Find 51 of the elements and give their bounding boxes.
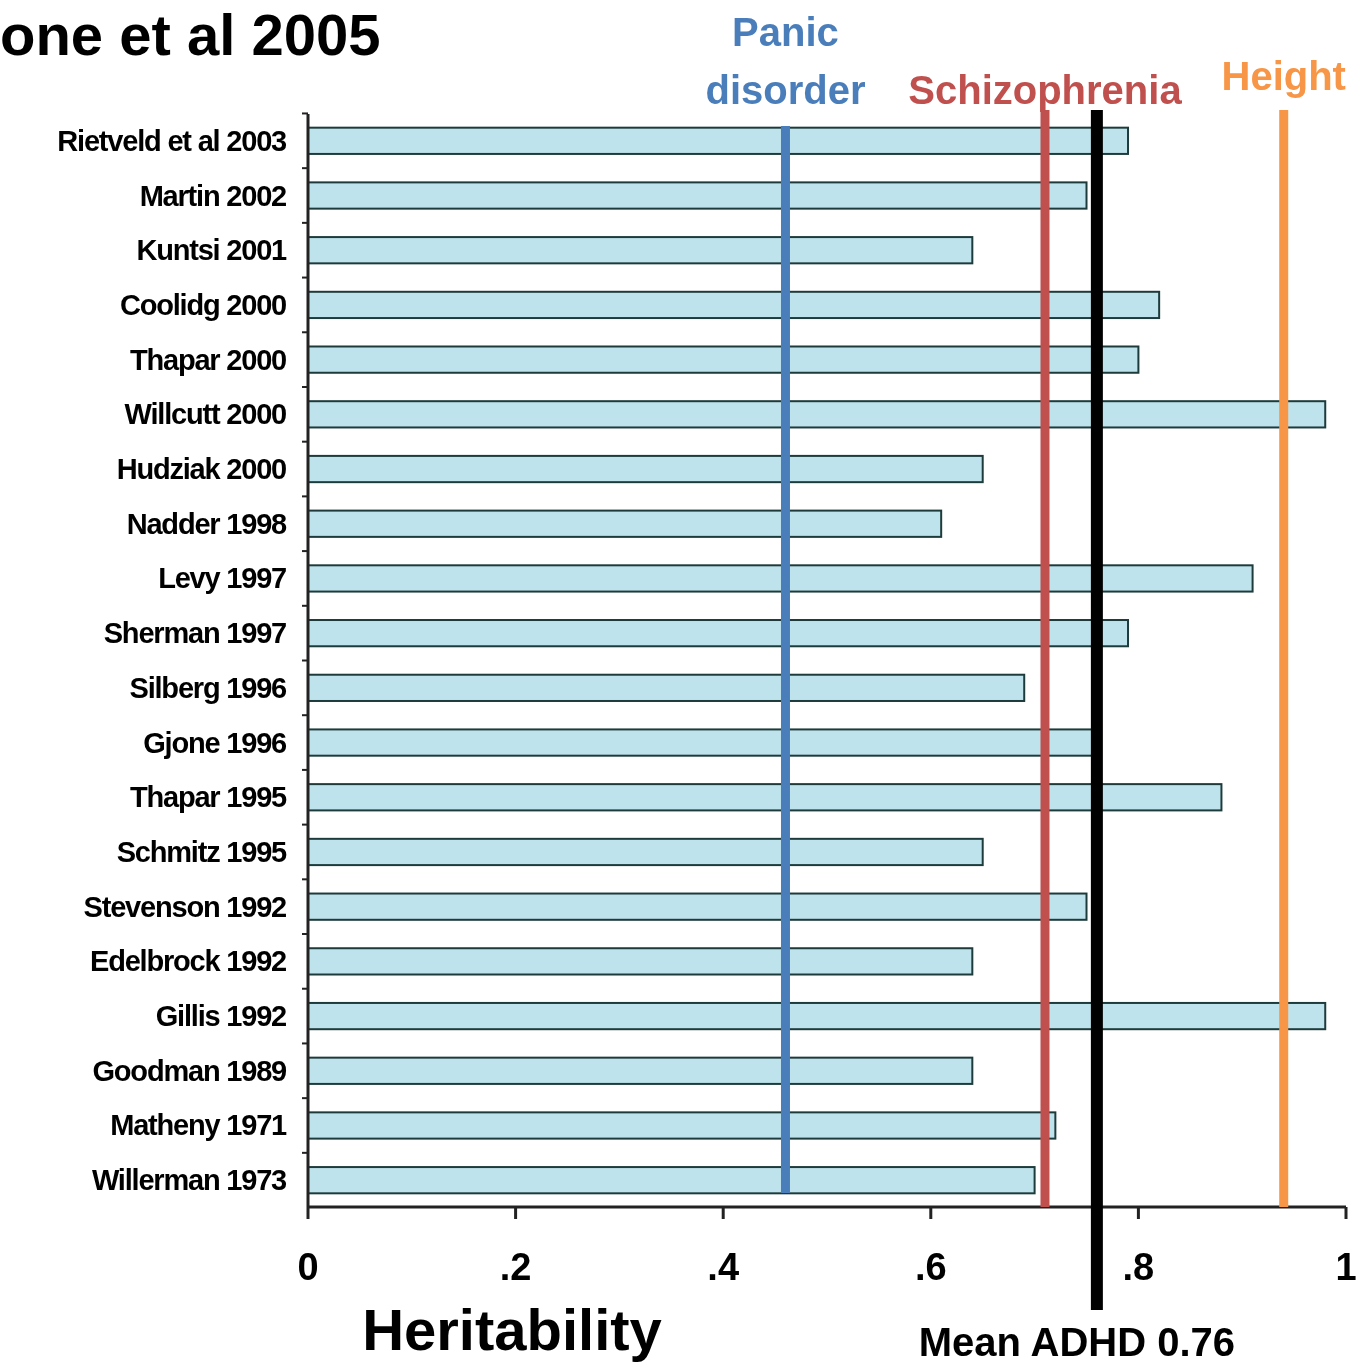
- bar: [307, 181, 1088, 210]
- bar: [307, 1056, 974, 1085]
- x-tick-label: .4: [707, 1246, 740, 1288]
- bar: [307, 564, 1254, 593]
- y-tick-label: Coolidg 2000: [119, 288, 287, 321]
- bar: [307, 892, 1088, 921]
- y-tick-label: Schmitz 1995: [116, 835, 288, 868]
- bar: [307, 783, 1223, 812]
- bar: [307, 126, 1130, 155]
- bar: [307, 236, 974, 265]
- y-tick-label: Levy 1997: [158, 562, 287, 595]
- bar: [307, 509, 943, 538]
- bar: [307, 673, 1026, 702]
- bar: [307, 400, 1327, 429]
- ref-line-label: Schizophrenia: [908, 68, 1183, 112]
- bar: [307, 619, 1130, 648]
- y-tick-label: Silberg 1996: [129, 671, 288, 704]
- x-tick-label: 1: [1335, 1246, 1357, 1288]
- bar: [307, 947, 974, 976]
- y-tick-label: Martin 2002: [139, 179, 287, 212]
- y-tick-label: Matheny 1971: [110, 1109, 288, 1142]
- ref-line-label: Panic disorder: [705, 10, 866, 112]
- x-tick-label: 0: [297, 1246, 319, 1288]
- ref-line-label: Height: [1221, 54, 1346, 98]
- bar: [307, 345, 1140, 374]
- y-tick-label: Willerman 1973: [91, 1164, 288, 1197]
- y-tick-label: Gjone 1996: [143, 726, 288, 759]
- y-tick-label: Stevenson 1992: [83, 890, 287, 923]
- y-tick-label: Edelbrock 1992: [90, 945, 287, 978]
- bar: [307, 1001, 1327, 1031]
- bar: [307, 837, 984, 867]
- y-tick-label: Willcutt 2000: [124, 398, 287, 431]
- x-axis-title: Heritability: [362, 1297, 662, 1362]
- chart-title: one et al 2005: [0, 2, 381, 67]
- y-tick-label: Goodman 1989: [92, 1054, 288, 1087]
- y-tick-label: Gillis 1992: [155, 1000, 287, 1033]
- x-tick-label: .2: [499, 1246, 532, 1288]
- x-tick-label: .6: [914, 1246, 947, 1288]
- bar: [307, 290, 1161, 320]
- y-tick-label: Nadder 1998: [126, 507, 288, 540]
- y-tick-label: Kuntsi 2001: [136, 234, 288, 267]
- bar: [307, 454, 984, 484]
- y-tick-label: Rietveld et al 2003: [57, 124, 288, 157]
- ref-line-label: Mean ADHD 0.76: [918, 1320, 1236, 1364]
- x-tick-label: .8: [1122, 1246, 1155, 1288]
- y-tick-label: Hudziak 2000: [116, 453, 287, 486]
- bar: [307, 1166, 1036, 1195]
- bar: [307, 1111, 1057, 1140]
- y-tick-label: Sherman 1997: [103, 617, 287, 650]
- y-tick-label: Thapar 1995: [129, 781, 288, 814]
- y-tick-label: Thapar 2000: [129, 343, 287, 376]
